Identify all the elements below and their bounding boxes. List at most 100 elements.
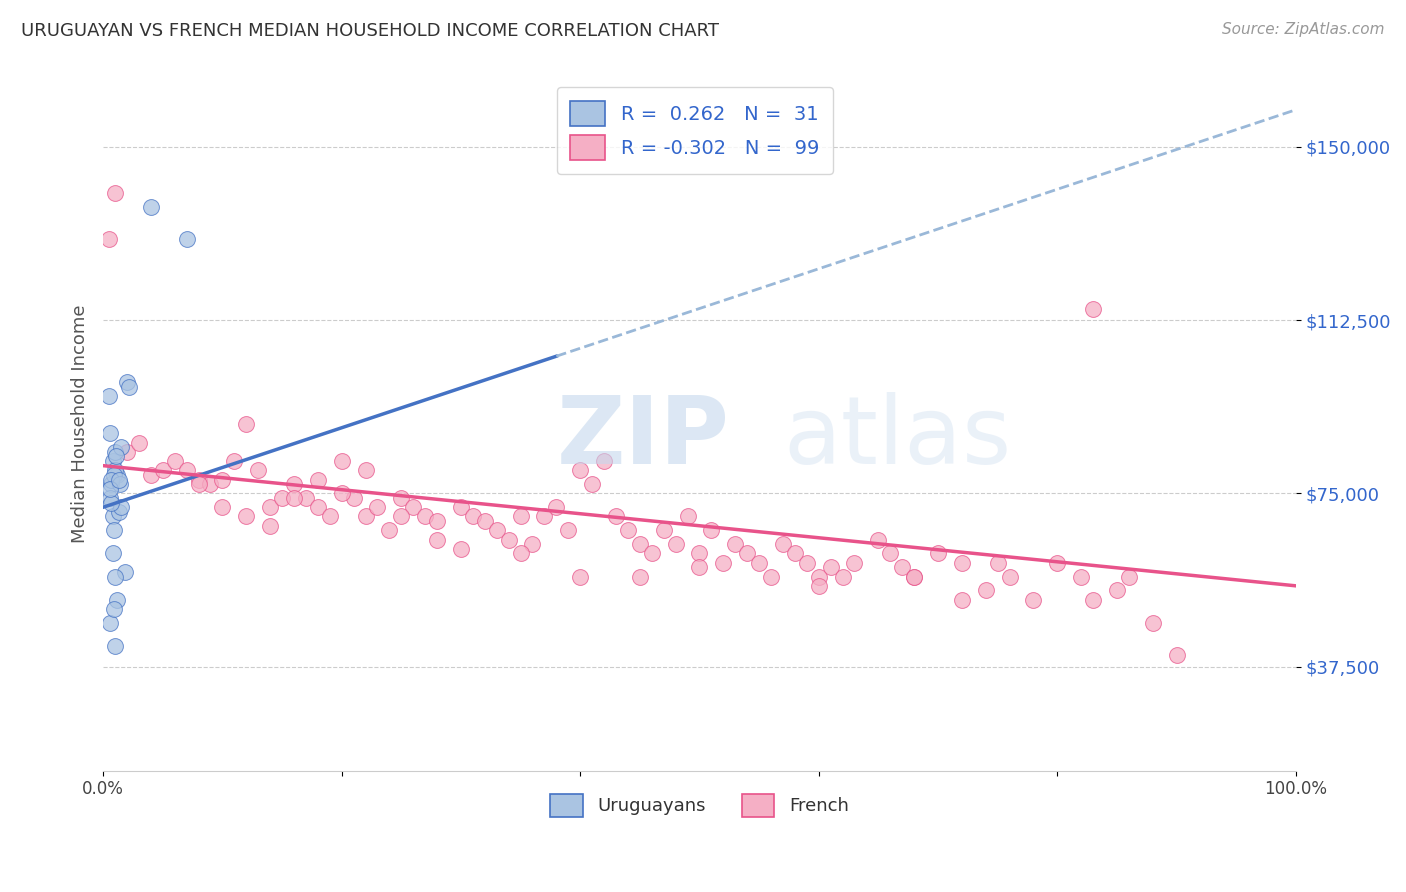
Point [235,417,257,431]
Point [354,509,377,524]
Point [101,546,124,560]
Point [115,376,138,390]
Point [509,509,531,524]
Point [187,473,209,487]
Point [104,444,127,458]
Point [110,500,132,515]
Point [100,477,122,491]
Point [389,491,412,505]
Point [1046,556,1069,570]
Point [474,514,496,528]
Point [1105,583,1128,598]
Point [807,579,830,593]
Point [104,463,127,477]
Point [569,569,592,583]
Point [98,482,121,496]
Point [807,569,830,583]
Point [319,509,342,524]
Point [1081,592,1104,607]
Point [259,500,281,515]
Point [107,505,129,519]
Point [796,556,818,570]
Point [103,467,125,482]
Point [103,524,125,538]
Point [163,454,186,468]
Point [259,518,281,533]
Point [247,463,270,477]
Point [283,477,305,491]
Point [628,569,651,583]
Point [101,454,124,468]
Point [783,546,806,560]
Point [176,463,198,477]
Point [114,565,136,579]
Point [581,477,603,491]
Point [176,232,198,246]
Point [98,491,121,505]
Point [557,524,579,538]
Point [105,450,128,464]
Point [998,569,1021,583]
Point [1118,569,1140,583]
Point [748,556,770,570]
Point [100,495,122,509]
Point [283,491,305,505]
Point [509,546,531,560]
Point [366,500,388,515]
Point [700,524,723,538]
Point [533,509,555,524]
Point [665,537,688,551]
Point [485,524,508,538]
Point [139,467,162,482]
Point [522,537,544,551]
Point [100,473,122,487]
Legend: Uruguayans, French: Uruguayans, French [543,787,856,824]
Text: URUGUAYAN VS FRENCH MEDIAN HOUSEHOLD INCOME CORRELATION CHART: URUGUAYAN VS FRENCH MEDIAN HOUSEHOLD INC… [21,22,718,40]
Point [641,546,664,560]
Point [844,556,866,570]
Point [1070,569,1092,583]
Point [187,477,209,491]
Point [98,426,121,441]
Point [652,524,675,538]
Point [891,560,914,574]
Point [413,509,436,524]
Point [98,232,121,246]
Point [98,389,121,403]
Point [950,592,973,607]
Text: ZIP: ZIP [557,392,730,484]
Point [152,463,174,477]
Point [342,491,364,505]
Point [628,537,651,551]
Point [820,560,842,574]
Point [617,524,640,538]
Point [605,509,627,524]
Point [724,537,747,551]
Point [950,556,973,570]
Point [711,556,734,570]
Point [307,500,329,515]
Point [104,569,127,583]
Point [389,509,412,524]
Point [101,509,124,524]
Point [461,509,484,524]
Y-axis label: Median Household Income: Median Household Income [72,305,89,543]
Point [593,454,616,468]
Point [450,500,472,515]
Point [1022,592,1045,607]
Point [108,477,131,491]
Point [378,524,401,538]
Point [546,500,568,515]
Point [688,560,710,574]
Point [271,491,294,505]
Point [450,541,472,556]
Point [211,500,233,515]
Point [295,491,318,505]
Point [107,467,129,482]
Point [330,486,353,500]
Point [927,546,949,560]
Point [107,592,129,607]
Point [211,473,233,487]
Point [903,569,925,583]
Point [1081,301,1104,316]
